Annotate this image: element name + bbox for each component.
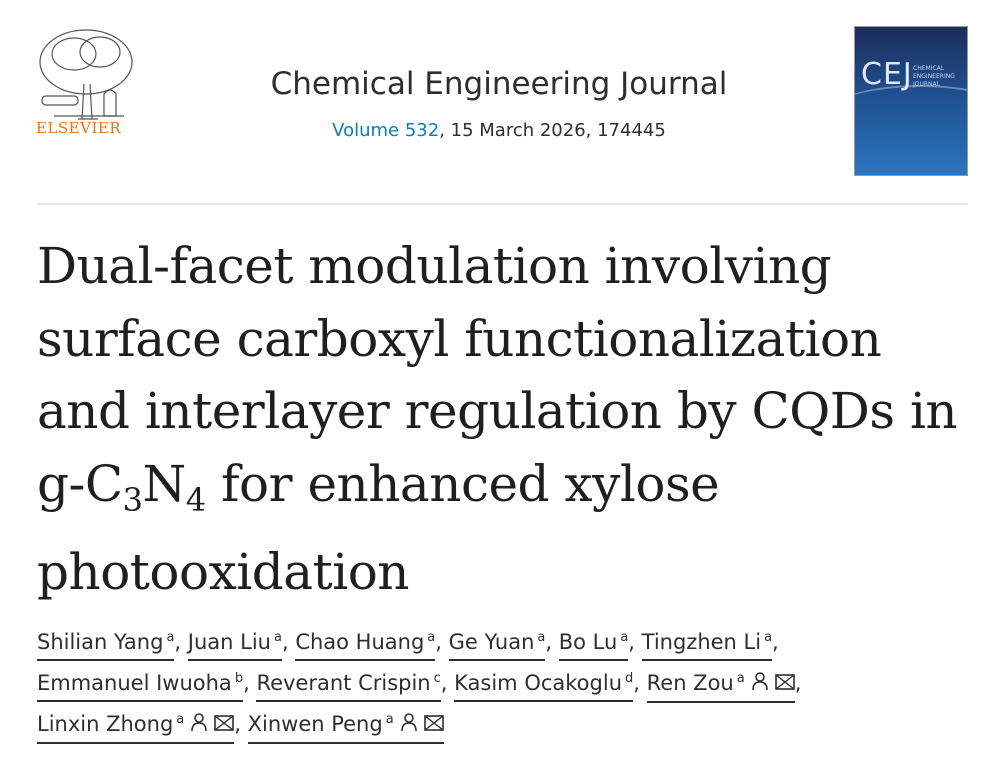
author-name: Linxin Zhong	[37, 712, 174, 736]
separator: ,	[545, 630, 559, 654]
author-name: Ren Zou	[646, 671, 734, 695]
author-link[interactable]: Tingzhen Li a	[641, 623, 773, 661]
affiliation-marker: b	[234, 671, 244, 686]
affiliation-marker: a	[385, 712, 394, 727]
affiliation-marker: a	[537, 630, 546, 645]
separator: ,	[234, 712, 248, 736]
author-link[interactable]: Reverant Crispin c	[256, 664, 441, 702]
separator: ,	[772, 630, 779, 654]
author-link[interactable]: Bo Lu a	[558, 623, 629, 661]
affiliation-marker: a	[764, 630, 773, 645]
article-title: Dual-facet modulation involving surface c…	[37, 237, 958, 601]
author-link[interactable]: Emmanuel Iwuoha b	[37, 664, 244, 702]
author-list: Shilian Yang a, Juan Liu a, Chao Huang a, G…	[37, 622, 967, 745]
person-icon[interactable]	[400, 710, 418, 740]
author-link[interactable]: Ge Yuan a	[448, 623, 546, 661]
email-icon[interactable]	[214, 710, 235, 740]
separator: ,	[243, 671, 257, 695]
author-name: Juan Liu	[187, 630, 271, 654]
affiliation-marker: a	[736, 671, 745, 686]
separator: ,	[440, 671, 455, 695]
author-link[interactable]: Chao Huang a	[295, 623, 436, 661]
affiliation-marker: a	[166, 630, 175, 645]
separator: ,	[435, 630, 449, 654]
cover-abbrev: CEJ	[861, 57, 913, 92]
author-name: Bo Lu	[558, 630, 618, 654]
affiliation-marker: d	[625, 671, 634, 686]
affiliation-marker: a	[427, 630, 436, 645]
author-name: Chao Huang	[295, 630, 425, 654]
email-icon[interactable]	[423, 710, 444, 740]
affiliation-marker: c	[433, 671, 441, 686]
journal-cover[interactable]: CEJ CHEMICAL ENGINEERING JOURNAL	[854, 26, 968, 176]
affiliation-marker: a	[176, 712, 185, 727]
elsevier-tree-logo[interactable]	[34, 24, 138, 139]
divider	[37, 203, 968, 205]
author-link[interactable]: Ren Zou a	[646, 664, 795, 703]
author-name: Shilian Yang	[37, 630, 164, 654]
email-icon[interactable]	[774, 669, 795, 699]
author-link[interactable]: Kasim Ocakoglu d	[454, 664, 634, 702]
separator: ,	[633, 671, 647, 695]
separator: ,	[794, 671, 802, 695]
author-link[interactable]: Juan Liu a	[187, 623, 282, 661]
author-link[interactable]: Shilian Yang a	[37, 623, 175, 661]
person-icon[interactable]	[190, 710, 208, 740]
elsevier-wordmark: ELSEVIER	[36, 119, 122, 137]
author-link[interactable]: Linxin Zhong a	[37, 705, 235, 744]
author-name: Reverant Crispin	[256, 671, 431, 695]
author-name: Xinwen Peng	[247, 712, 383, 736]
journal-title[interactable]: Chemical Engineering Journal	[270, 66, 728, 102]
separator: ,	[281, 630, 296, 654]
author-name: Ge Yuan	[448, 630, 535, 654]
journal-info: Volume 532, 15 March 2026, 174445	[332, 120, 666, 141]
affiliation-marker: a	[620, 630, 629, 645]
volume-link[interactable]: Volume 532	[332, 120, 440, 141]
separator: ,	[174, 630, 188, 654]
separator: ,	[628, 630, 642, 654]
author-link[interactable]: Xinwen Peng a	[247, 705, 444, 744]
affiliation-marker: a	[273, 630, 282, 645]
author-name: Tingzhen Li	[641, 630, 762, 654]
person-icon[interactable]	[751, 669, 769, 699]
author-name: Emmanuel Iwuoha	[37, 671, 232, 695]
author-name: Kasim Ocakoglu	[454, 671, 622, 695]
